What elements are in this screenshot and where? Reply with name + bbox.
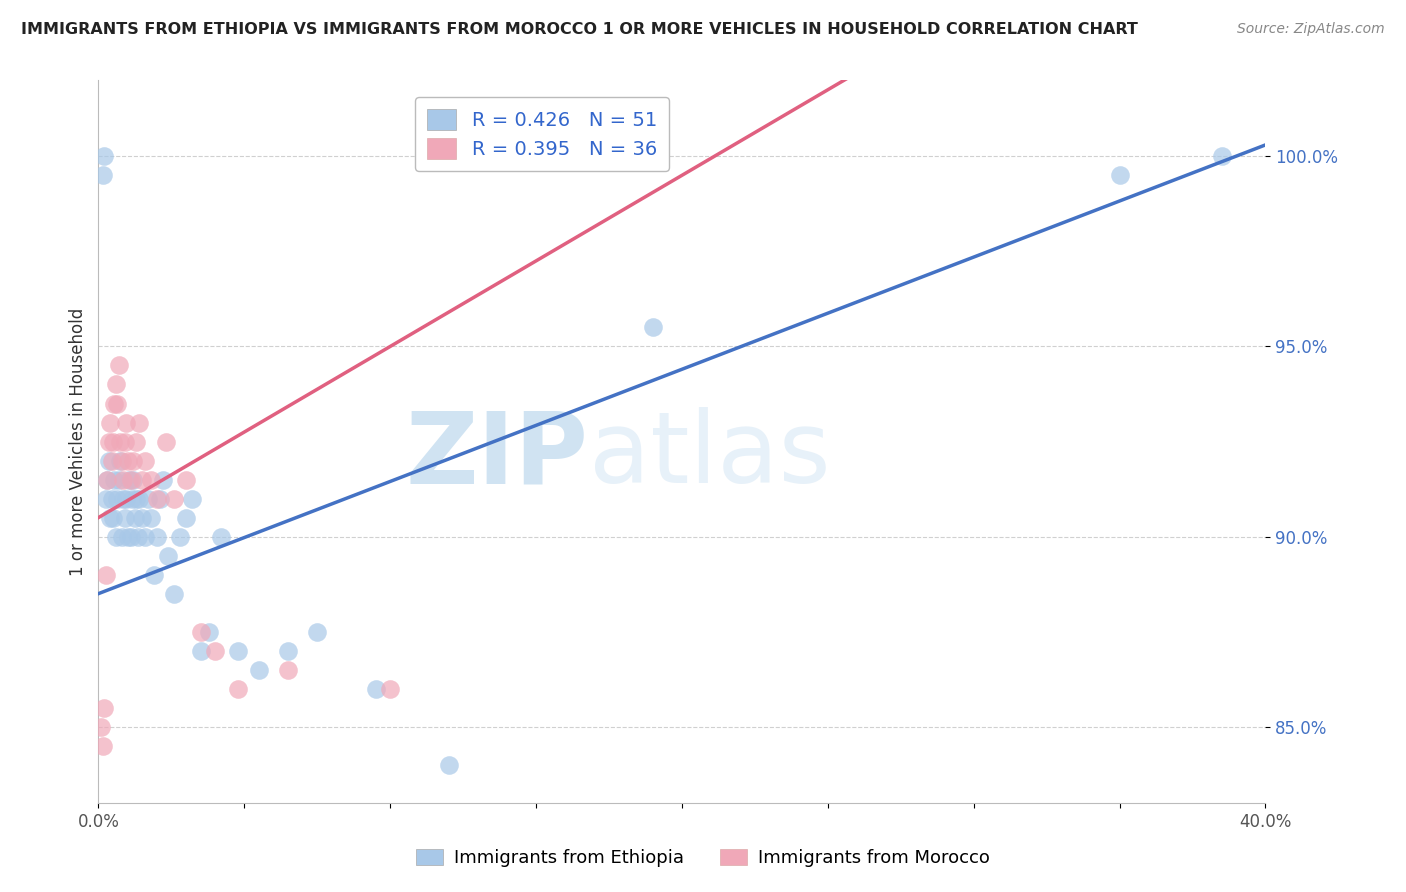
Point xyxy=(131,473,153,487)
Point xyxy=(510,149,533,163)
Point xyxy=(108,359,131,373)
Point xyxy=(277,643,299,657)
Legend: R = 0.426   N = 51, R = 0.395   N = 36: R = 0.426 N = 51, R = 0.395 N = 36 xyxy=(415,97,668,170)
Point xyxy=(97,453,120,467)
Point xyxy=(111,530,134,544)
Point xyxy=(190,643,212,657)
Point xyxy=(120,473,142,487)
Point xyxy=(93,700,115,714)
Text: atlas: atlas xyxy=(589,408,830,505)
Point xyxy=(228,681,250,696)
Point xyxy=(115,416,138,430)
Point xyxy=(115,491,138,506)
Point xyxy=(174,473,197,487)
Point xyxy=(100,491,122,506)
Point xyxy=(112,491,135,506)
Point xyxy=(111,453,134,467)
Point xyxy=(1108,169,1130,183)
Point xyxy=(117,453,139,467)
Text: Source: ZipAtlas.com: Source: ZipAtlas.com xyxy=(1237,22,1385,37)
Point xyxy=(121,491,143,506)
Point xyxy=(127,530,149,544)
Text: ZIP: ZIP xyxy=(406,408,589,505)
Point xyxy=(91,739,114,753)
Point xyxy=(98,416,121,430)
Point xyxy=(93,149,115,163)
Point xyxy=(112,473,135,487)
Point xyxy=(641,320,664,334)
Point xyxy=(122,453,145,467)
Y-axis label: 1 or more Vehicles in Household: 1 or more Vehicles in Household xyxy=(69,308,87,575)
Point xyxy=(228,643,250,657)
Point xyxy=(174,510,197,524)
Point xyxy=(380,681,402,696)
Point xyxy=(146,530,169,544)
Point xyxy=(163,491,186,506)
Point xyxy=(277,663,299,677)
Point xyxy=(155,434,177,449)
Point xyxy=(134,453,156,467)
Point xyxy=(209,530,232,544)
Point xyxy=(364,681,387,696)
Point xyxy=(163,587,186,601)
Point xyxy=(131,510,153,524)
Point xyxy=(108,473,131,487)
Point xyxy=(139,473,162,487)
Point xyxy=(94,567,117,582)
Point xyxy=(136,491,159,506)
Point xyxy=(117,530,139,544)
Point xyxy=(110,434,132,449)
Point xyxy=(307,624,329,639)
Point xyxy=(124,510,146,524)
Point xyxy=(100,453,122,467)
Point xyxy=(139,510,162,524)
Point xyxy=(101,510,124,524)
Point xyxy=(105,491,128,506)
Point xyxy=(190,624,212,639)
Point xyxy=(142,567,165,582)
Point xyxy=(128,491,150,506)
Point xyxy=(128,416,150,430)
Point xyxy=(103,473,125,487)
Point xyxy=(134,530,156,544)
Point xyxy=(1211,149,1233,163)
Point xyxy=(101,434,124,449)
Point xyxy=(152,473,174,487)
Point xyxy=(104,530,127,544)
Point xyxy=(98,510,121,524)
Point xyxy=(247,663,270,677)
Point xyxy=(114,510,136,524)
Point xyxy=(198,624,221,639)
Point xyxy=(125,434,148,449)
Point xyxy=(118,473,141,487)
Point xyxy=(120,530,142,544)
Point xyxy=(437,757,460,772)
Point xyxy=(122,473,145,487)
Point xyxy=(94,491,117,506)
Point xyxy=(96,473,118,487)
Point xyxy=(114,434,136,449)
Point xyxy=(90,720,112,734)
Text: IMMIGRANTS FROM ETHIOPIA VS IMMIGRANTS FROM MOROCCO 1 OR MORE VEHICLES IN HOUSEH: IMMIGRANTS FROM ETHIOPIA VS IMMIGRANTS F… xyxy=(21,22,1137,37)
Point xyxy=(125,491,148,506)
Point xyxy=(105,396,128,410)
Legend: Immigrants from Ethiopia, Immigrants from Morocco: Immigrants from Ethiopia, Immigrants fro… xyxy=(409,841,997,874)
Point xyxy=(103,396,125,410)
Point xyxy=(204,643,226,657)
Point xyxy=(157,549,180,563)
Point xyxy=(169,530,191,544)
Point xyxy=(180,491,202,506)
Point xyxy=(104,377,127,392)
Point xyxy=(96,473,118,487)
Point xyxy=(146,491,169,506)
Point xyxy=(110,453,132,467)
Point xyxy=(97,434,120,449)
Point xyxy=(149,491,172,506)
Point xyxy=(91,169,114,183)
